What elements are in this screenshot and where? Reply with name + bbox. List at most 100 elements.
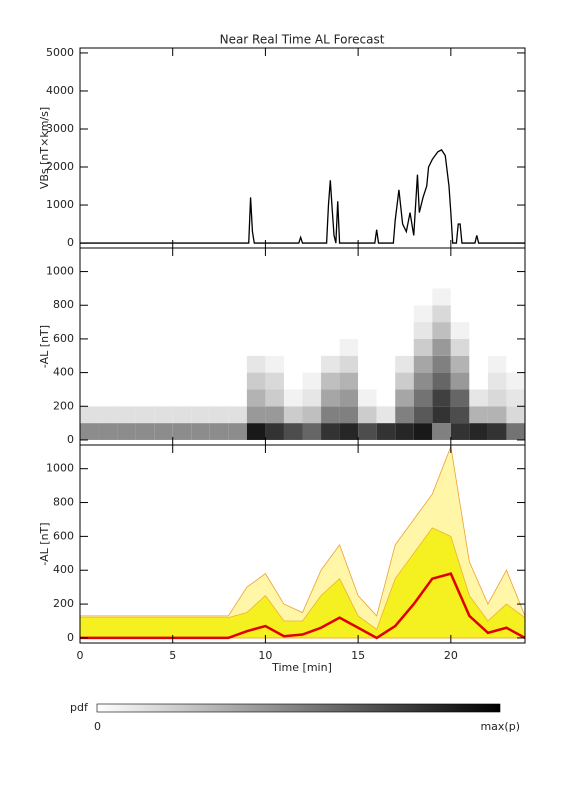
pdf-cell bbox=[339, 305, 359, 323]
pdf-cell bbox=[154, 305, 173, 323]
pdf-cell bbox=[135, 355, 155, 373]
pdf-cell bbox=[98, 322, 118, 339]
pdf-cell bbox=[98, 355, 118, 373]
pdf-cell bbox=[321, 406, 340, 424]
pdf-cell bbox=[135, 406, 155, 424]
pdf-cell bbox=[432, 389, 451, 407]
pdf-cell bbox=[283, 338, 303, 356]
pdf-cell bbox=[339, 372, 359, 390]
pdf-cell bbox=[339, 288, 359, 306]
pdf-cell bbox=[432, 322, 451, 339]
pdf-cell bbox=[450, 322, 470, 339]
pdf-cell bbox=[283, 406, 303, 424]
pdf-cell bbox=[209, 389, 229, 407]
pdf-cell bbox=[450, 389, 470, 407]
pdf-cell bbox=[154, 406, 173, 424]
pdf-cell bbox=[487, 372, 507, 390]
pdf-cell bbox=[117, 389, 136, 407]
pdf-cell bbox=[246, 322, 266, 339]
pdf-cell bbox=[172, 305, 192, 323]
pdf-cell bbox=[506, 423, 525, 440]
pdf-cell bbox=[413, 389, 433, 407]
pdf-cell bbox=[191, 389, 210, 407]
pdf-cell bbox=[172, 322, 192, 339]
pdf-cell bbox=[154, 389, 173, 407]
pdf-cell bbox=[209, 322, 229, 339]
pdf-cell bbox=[450, 305, 470, 323]
pdf-cell bbox=[358, 288, 377, 306]
pdf-cell bbox=[432, 305, 451, 323]
pdf-cell bbox=[172, 423, 192, 440]
pdf-cell bbox=[487, 305, 507, 323]
pdf-cell bbox=[191, 406, 210, 424]
pdf-cell bbox=[172, 355, 192, 373]
x-tick-label: 10 bbox=[258, 649, 272, 662]
pdf-cell bbox=[117, 322, 136, 339]
pdf-cell bbox=[98, 305, 118, 323]
pdf-cell bbox=[450, 372, 470, 390]
pdf-cell bbox=[117, 338, 136, 356]
pdf-cell bbox=[376, 288, 396, 306]
pdf-cell bbox=[469, 305, 488, 323]
x-tick-label: 15 bbox=[351, 649, 365, 662]
pdf-cell bbox=[98, 372, 118, 390]
y-tick-label: 2000 bbox=[46, 160, 74, 173]
pdf-cell bbox=[80, 288, 99, 306]
pdf-cell bbox=[358, 372, 377, 390]
pdf-cell bbox=[469, 372, 488, 390]
pdf-cell bbox=[432, 406, 451, 424]
pdf-cell bbox=[358, 355, 377, 373]
pdf-cell bbox=[506, 338, 525, 356]
pdf-cell bbox=[117, 355, 136, 373]
y-tick-label: 400 bbox=[53, 366, 74, 379]
pdf-cell bbox=[506, 389, 525, 407]
pdf-cell bbox=[265, 389, 284, 407]
plot-area bbox=[80, 288, 525, 440]
y-tick-label: 4000 bbox=[46, 84, 74, 97]
pdf-cell bbox=[80, 372, 99, 390]
pdf-cell bbox=[98, 423, 118, 440]
pdf-cell bbox=[487, 406, 507, 424]
pdf-cell bbox=[339, 423, 359, 440]
y-axis-label: -AL [nT] bbox=[38, 522, 51, 565]
pdf-cell bbox=[358, 423, 377, 440]
pdf-cell bbox=[506, 322, 525, 339]
pdf-cell bbox=[395, 423, 414, 440]
x-axis-label: Time [min] bbox=[271, 661, 332, 674]
pdf-cell bbox=[358, 322, 377, 339]
y-tick-label: 600 bbox=[53, 332, 74, 345]
x-tick-label: 5 bbox=[169, 649, 176, 662]
pdf-cell bbox=[413, 355, 433, 373]
pdf-cell bbox=[172, 389, 192, 407]
pdf-cell bbox=[506, 406, 525, 424]
colorbar-label: pdf bbox=[70, 701, 89, 714]
pdf-cell bbox=[228, 372, 247, 390]
pdf-cell bbox=[135, 423, 155, 440]
colorbar-max: max(p) bbox=[480, 720, 520, 733]
pdf-cell bbox=[265, 305, 284, 323]
pdf-cell bbox=[80, 338, 99, 356]
pdf-cell bbox=[413, 322, 433, 339]
y-tick-label: 1000 bbox=[46, 462, 74, 475]
pdf-cell bbox=[265, 322, 284, 339]
colorbar bbox=[96, 703, 501, 713]
colorbar-min: 0 bbox=[94, 720, 101, 733]
pdf-cell bbox=[302, 322, 322, 339]
pdf-cell bbox=[432, 338, 451, 356]
pdf-cell bbox=[154, 423, 173, 440]
pdf-cell bbox=[209, 288, 229, 306]
pdf-cell bbox=[487, 423, 507, 440]
pdf-cell bbox=[228, 338, 247, 356]
pdf-cell bbox=[191, 355, 210, 373]
pdf-cell bbox=[339, 355, 359, 373]
pdf-cell bbox=[117, 305, 136, 323]
pdf-cell bbox=[135, 305, 155, 323]
pdf-cell bbox=[154, 355, 173, 373]
panel-frame bbox=[79, 444, 526, 644]
pdf-cell bbox=[395, 288, 414, 306]
y-tick-label: 3000 bbox=[46, 122, 74, 135]
pdf-cell bbox=[395, 305, 414, 323]
pdf-cell bbox=[283, 423, 303, 440]
pdf-cell bbox=[98, 389, 118, 407]
pdf-cell bbox=[506, 305, 525, 323]
